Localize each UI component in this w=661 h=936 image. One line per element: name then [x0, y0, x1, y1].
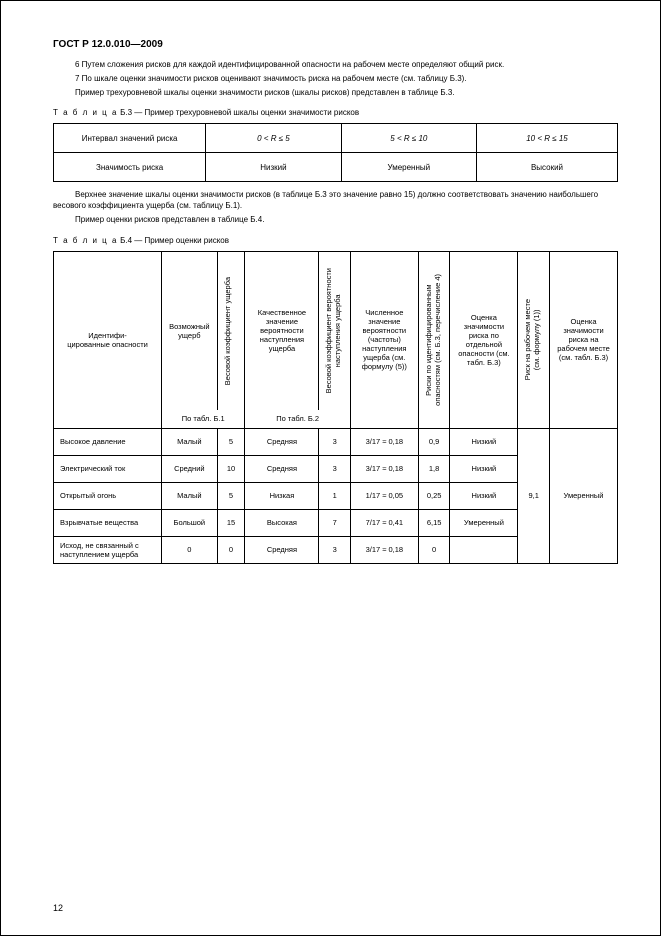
- cell: Низкая: [245, 482, 319, 509]
- b4-sub2: По табл. Б.2: [245, 410, 350, 429]
- para-after-b3-2: Пример оценки рисков представлен в табли…: [53, 215, 618, 226]
- table-row: Значимость риска Низкий Умеренный Высоки…: [54, 153, 618, 182]
- cell: 5: [217, 482, 245, 509]
- cell: 1: [319, 482, 350, 509]
- cell: Средняя: [245, 455, 319, 482]
- b4-h5: Весовой коэффициент вероятности наступле…: [319, 251, 350, 410]
- caption-b3-text: Б.3 — Пример трехуровневой шкалы оценки …: [118, 108, 359, 117]
- cell-c9: 9,1: [518, 428, 550, 563]
- cell: 0: [162, 536, 218, 563]
- b3-h4: 10 < R ≤ 15: [476, 124, 617, 153]
- para-7b: Пример трехуровневой шкалы оценки значим…: [53, 88, 618, 99]
- cell: Исход, не связанный с наступлением ущерб…: [54, 536, 162, 563]
- b4-sub1: По табл. Б.1: [162, 410, 245, 429]
- b3-r2: Низкий: [206, 153, 341, 182]
- caption-b3: Т а б л и ц а Б.3 — Пример трехуровневой…: [53, 108, 618, 117]
- cell: 0,9: [418, 428, 450, 455]
- cell: 10: [217, 455, 245, 482]
- cell: 3/17 ≈ 0,18: [350, 455, 418, 482]
- page-number: 12: [53, 903, 63, 913]
- cell: 7/17 ≈ 0,41: [350, 509, 418, 536]
- cell: 3: [319, 536, 350, 563]
- cell: Средняя: [245, 428, 319, 455]
- cell: 3/17 ≈ 0,18: [350, 536, 418, 563]
- cell: Высокая: [245, 509, 319, 536]
- caption-b4-text: Б.4 — Пример оценки рисков: [118, 236, 229, 245]
- b3-r1: Значимость риска: [54, 153, 206, 182]
- b4-h4: Качественное значение вероятности наступ…: [245, 251, 319, 410]
- cell: Высокое давление: [54, 428, 162, 455]
- b3-h2: 0 < R ≤ 5: [206, 124, 341, 153]
- cell: Средний: [162, 455, 218, 482]
- cell: Средняя: [245, 536, 319, 563]
- table-b4: Идентифи- цированные опасности Возможный…: [53, 251, 618, 564]
- cell: 0: [217, 536, 245, 563]
- cell: Низкий: [450, 455, 518, 482]
- cell: 3: [319, 428, 350, 455]
- cell: Электрический ток: [54, 455, 162, 482]
- b4-h10: Оценка значимости риска на рабочем месте…: [550, 251, 618, 428]
- cell: Умеренный: [450, 509, 518, 536]
- cell: 3: [319, 455, 350, 482]
- cell: Низкий: [450, 428, 518, 455]
- b4-h8: Оценка значимости риска по отдельной опа…: [450, 251, 518, 428]
- cell: 6,15: [418, 509, 450, 536]
- b4-h1: Идентифи- цированные опасности: [54, 251, 162, 428]
- cell: 15: [217, 509, 245, 536]
- b4-h2: Возможный ущерб: [162, 251, 218, 410]
- caption-b3-label: Т а б л и ц а: [53, 108, 118, 117]
- b4-h9: Риск на рабочем месте (см. формулу (1)): [518, 251, 550, 428]
- cell: 5: [217, 428, 245, 455]
- cell: Взрывчатые вещества: [54, 509, 162, 536]
- cell-c10: Умеренный: [550, 428, 618, 563]
- b3-h3: 5 < R ≤ 10: [341, 124, 476, 153]
- b3-r3: Умеренный: [341, 153, 476, 182]
- b4-h3: Весовой коэффициент ущерба: [217, 251, 245, 410]
- cell: 1,8: [418, 455, 450, 482]
- cell: 3/17 ≈ 0,18: [350, 428, 418, 455]
- b3-h1: Интервал значений риска: [54, 124, 206, 153]
- cell: [450, 536, 518, 563]
- caption-b4: Т а б л и ц а Б.4 — Пример оценки рисков: [53, 236, 618, 245]
- cell: 0,25: [418, 482, 450, 509]
- b4-h7: Риски по идентифицированным опасностям (…: [418, 251, 450, 428]
- cell: 0: [418, 536, 450, 563]
- cell: Малый: [162, 428, 218, 455]
- b4-h6: Численное значение вероятности (частоты)…: [350, 251, 418, 428]
- table-row: Интервал значений риска 0 < R ≤ 5 5 < R …: [54, 124, 618, 153]
- b3-r4: Высокий: [476, 153, 617, 182]
- caption-b4-label: Т а б л и ц а: [53, 236, 118, 245]
- cell: 1/17 ≈ 0,05: [350, 482, 418, 509]
- table-row: Идентифи- цированные опасности Возможный…: [54, 251, 618, 410]
- para-7: 7 По шкале оценки значимости рисков оцен…: [53, 74, 618, 85]
- cell: Малый: [162, 482, 218, 509]
- page: ГОСТ Р 12.0.010—2009 6 Путем сложения ри…: [0, 0, 661, 936]
- cell: Низкий: [450, 482, 518, 509]
- para-6: 6 Путем сложения рисков для каждой идент…: [53, 60, 618, 71]
- cell: 7: [319, 509, 350, 536]
- table-b3: Интервал значений риска 0 < R ≤ 5 5 < R …: [53, 123, 618, 182]
- cell: Большой: [162, 509, 218, 536]
- cell: Открытый огонь: [54, 482, 162, 509]
- para-after-b3-1: Верхнее значение шкалы оценки значимости…: [53, 190, 618, 212]
- doc-title: ГОСТ Р 12.0.010—2009: [53, 39, 618, 50]
- table-row: Высокое давление Малый 5 Средняя 3 3/17 …: [54, 428, 618, 455]
